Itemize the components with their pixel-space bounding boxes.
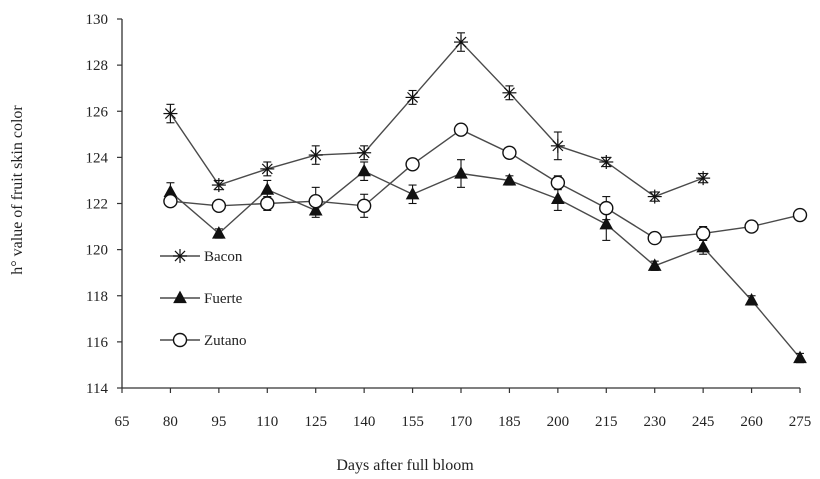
y-tick-label: 124 — [86, 150, 109, 166]
legend-label: Bacon — [204, 249, 243, 265]
asterisk-marker — [647, 189, 662, 204]
circle-marker — [502, 145, 517, 160]
series-fuerte — [163, 159, 807, 364]
asterisk-marker — [163, 106, 178, 121]
triangle-marker — [793, 350, 807, 364]
x-tick-label: 245 — [692, 414, 715, 430]
triangle-marker — [454, 166, 468, 179]
triangle-marker — [357, 163, 371, 177]
y-tick-label: 128 — [86, 58, 109, 74]
series-line-fuerte — [169, 170, 801, 359]
y-tick-label: 120 — [86, 243, 109, 259]
legend-label: Zutano — [204, 333, 247, 349]
x-tick-label: 155 — [401, 414, 424, 430]
x-tick-label: 170 — [450, 414, 473, 430]
circle-marker — [405, 157, 420, 172]
circle-marker — [599, 200, 614, 216]
circle-marker — [308, 193, 323, 209]
triangle-marker — [173, 290, 187, 304]
series-zutano — [163, 122, 808, 246]
legend-item-bacon: Bacon — [160, 249, 243, 265]
circle-marker — [550, 175, 566, 190]
axes: 65 80 95 110 125 140 155 170 185 200 215 230 245 260 2… — [86, 12, 812, 430]
y-tick-label: 114 — [86, 381, 108, 397]
asterisk-marker — [211, 178, 226, 193]
y-tick-label: 130 — [86, 12, 109, 28]
x-tick-label: 200 — [547, 414, 570, 430]
circle-marker — [453, 122, 469, 137]
asterisk-marker — [696, 171, 711, 186]
circle-marker — [647, 230, 662, 246]
circle-marker — [260, 196, 275, 211]
triangle-marker — [551, 191, 565, 204]
circle-marker — [172, 332, 188, 348]
circle-marker — [211, 198, 227, 214]
x-tick-label: 65 — [115, 414, 130, 430]
circle-marker — [163, 193, 178, 209]
y-tick-label: 118 — [86, 289, 108, 305]
series-bacon — [163, 32, 711, 204]
circle-marker — [792, 207, 808, 223]
y-tick-label: 122 — [86, 197, 109, 213]
series-line-zutano — [170, 128, 801, 239]
y-tick-label: 116 — [86, 335, 108, 351]
x-ticks: 65 80 95 110 125 140 155 170 185 200 215 230 245 260 2… — [115, 388, 812, 430]
plot-series — [163, 32, 808, 364]
x-tick-label: 275 — [789, 414, 812, 430]
triangle-marker — [599, 216, 614, 230]
triangle-marker — [405, 186, 420, 200]
triangle-marker — [744, 293, 759, 306]
x-tick-label: 80 — [163, 414, 178, 430]
triangle-marker — [647, 258, 662, 271]
legend-item-fuerte: Fuerte — [160, 290, 243, 307]
asterisk-marker — [405, 90, 420, 105]
x-tick-label: 125 — [304, 414, 327, 430]
triangle-marker — [212, 226, 226, 239]
series-line-bacon — [169, 41, 704, 198]
asterisk-marker — [454, 35, 468, 50]
x-tick-label: 185 — [498, 414, 521, 430]
circle-marker — [356, 198, 372, 214]
y-ticks: 114 116 118 120 122 124 126 128 130 — [86, 12, 122, 397]
asterisk-marker — [308, 148, 323, 163]
triangle-marker — [260, 182, 275, 195]
x-tick-label: 110 — [256, 414, 278, 430]
asterisk-marker — [260, 161, 275, 176]
x-tick-label: 95 — [211, 414, 226, 430]
circle-marker — [695, 226, 711, 241]
x-tick-label: 140 — [353, 414, 376, 430]
y-tick-label: 126 — [86, 104, 109, 120]
triangle-marker — [502, 173, 517, 186]
x-tick-label: 215 — [595, 414, 618, 430]
x-axis-title: Days after full bloom — [336, 457, 474, 474]
x-tick-label: 230 — [643, 414, 666, 430]
y-axis-title: h° value of fruit skin color — [9, 105, 26, 275]
asterisk-marker — [173, 249, 187, 263]
x-tick-label: 260 — [740, 414, 763, 430]
asterisk-marker — [357, 145, 372, 160]
triangle-marker — [696, 239, 710, 253]
asterisk-marker — [550, 138, 565, 153]
asterisk-marker — [599, 154, 614, 169]
legend: Bacon Fuerte Zutano — [160, 249, 247, 349]
circle-marker — [744, 219, 759, 234]
legend-label: Fuerte — [204, 291, 243, 307]
asterisk-marker — [502, 85, 517, 100]
legend-item-zutano: Zutano — [160, 332, 247, 349]
